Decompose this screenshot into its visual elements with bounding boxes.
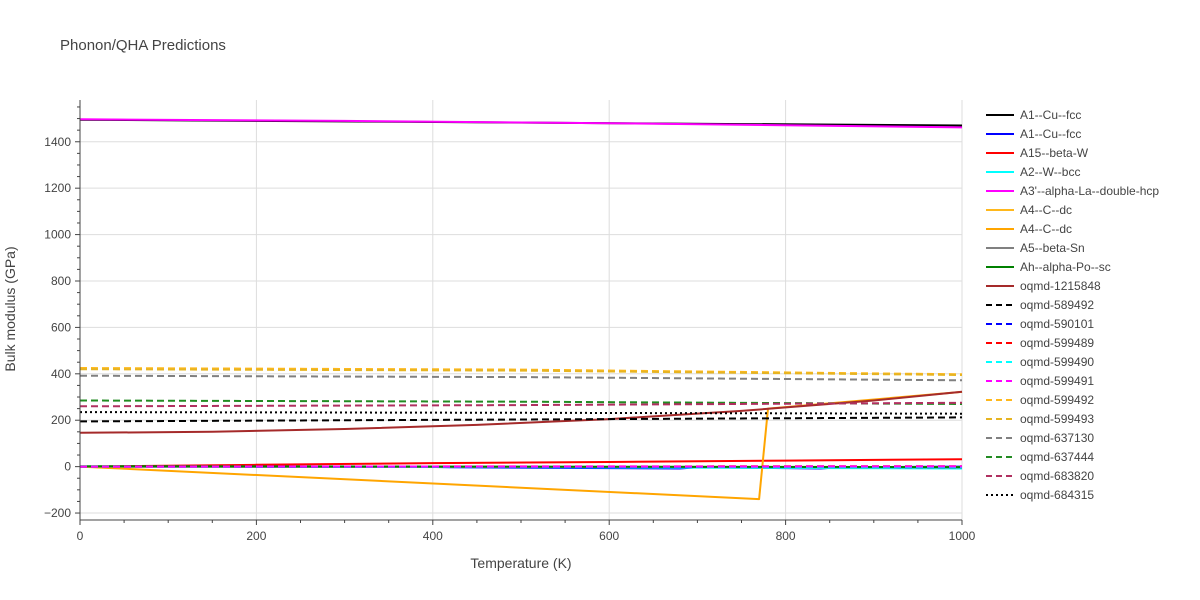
x-tick-label: 200 xyxy=(246,529,266,543)
series-line xyxy=(79,416,963,423)
series-line xyxy=(79,401,963,408)
legend-label: Ah--alpha-Po--sc xyxy=(1020,260,1111,274)
series-line xyxy=(79,368,963,376)
legend-label: oqmd-599489 xyxy=(1020,336,1094,350)
y-tick-label: 400 xyxy=(51,367,71,381)
x-axis-title: Temperature (K) xyxy=(470,555,571,571)
legend-label: A3'--alpha-La--double-hcp xyxy=(1020,184,1159,198)
axes: 0 200 400 600 800 1000 −200 0 200 400 600 800 1000 12… xyxy=(44,100,976,543)
legend-label: A4--C--dc xyxy=(1020,222,1072,236)
y-tick-label: 1200 xyxy=(44,181,71,195)
legend-label: oqmd-637444 xyxy=(1020,450,1094,464)
x-tick-label: 1000 xyxy=(949,529,976,543)
y-tick-label: −200 xyxy=(44,506,71,520)
x-tick-label: 0 xyxy=(77,529,84,543)
y-tick-label: 1000 xyxy=(44,228,71,242)
plot-area xyxy=(79,118,963,501)
x-tick-label: 400 xyxy=(423,529,443,543)
legend-label: oqmd-599490 xyxy=(1020,355,1094,369)
grid xyxy=(80,100,963,520)
legend-label: A15--beta-W xyxy=(1020,146,1089,160)
legend-label: oqmd-599493 xyxy=(1020,412,1094,426)
y-tick-label: 200 xyxy=(51,413,71,427)
series-line xyxy=(79,374,963,382)
series-line xyxy=(79,390,963,434)
x-tick-label: 800 xyxy=(776,529,796,543)
legend-label: oqmd-589492 xyxy=(1020,298,1094,312)
y-tick-label: 1400 xyxy=(44,135,71,149)
legend-label: A5--beta-Sn xyxy=(1020,241,1085,255)
y-tick-label: 600 xyxy=(51,320,71,334)
series-line xyxy=(79,399,963,405)
legend-label: oqmd-683820 xyxy=(1020,469,1094,483)
series-line xyxy=(79,118,963,129)
legend-label: oqmd-590101 xyxy=(1020,317,1094,331)
legend-label: oqmd-599492 xyxy=(1020,393,1094,407)
legend-label: A2--W--bcc xyxy=(1020,165,1080,179)
series-line xyxy=(79,411,963,415)
series-line xyxy=(79,390,963,501)
legend-label: oqmd-1215848 xyxy=(1020,279,1101,293)
legend-label: A4--C--dc xyxy=(1020,203,1072,217)
y-tick-label: 0 xyxy=(64,460,71,474)
legend-label: A1--Cu--fcc xyxy=(1020,108,1081,122)
legend-label: A1--Cu--fcc xyxy=(1020,127,1081,141)
x-tick-label: 600 xyxy=(599,529,619,543)
chart-title: Phonon/QHA Predictions xyxy=(60,37,226,54)
legend-label: oqmd-599491 xyxy=(1020,374,1094,388)
legend: A1--Cu--fcc A1--Cu--fcc A15--beta-W A2--W--… xyxy=(986,108,1159,502)
series-line xyxy=(79,458,963,468)
legend-label: oqmd-637130 xyxy=(1020,431,1094,445)
y-tick-label: 800 xyxy=(51,274,71,288)
legend-label: oqmd-684315 xyxy=(1020,488,1094,502)
y-axis-title: Bulk modulus (GPa) xyxy=(2,246,18,371)
